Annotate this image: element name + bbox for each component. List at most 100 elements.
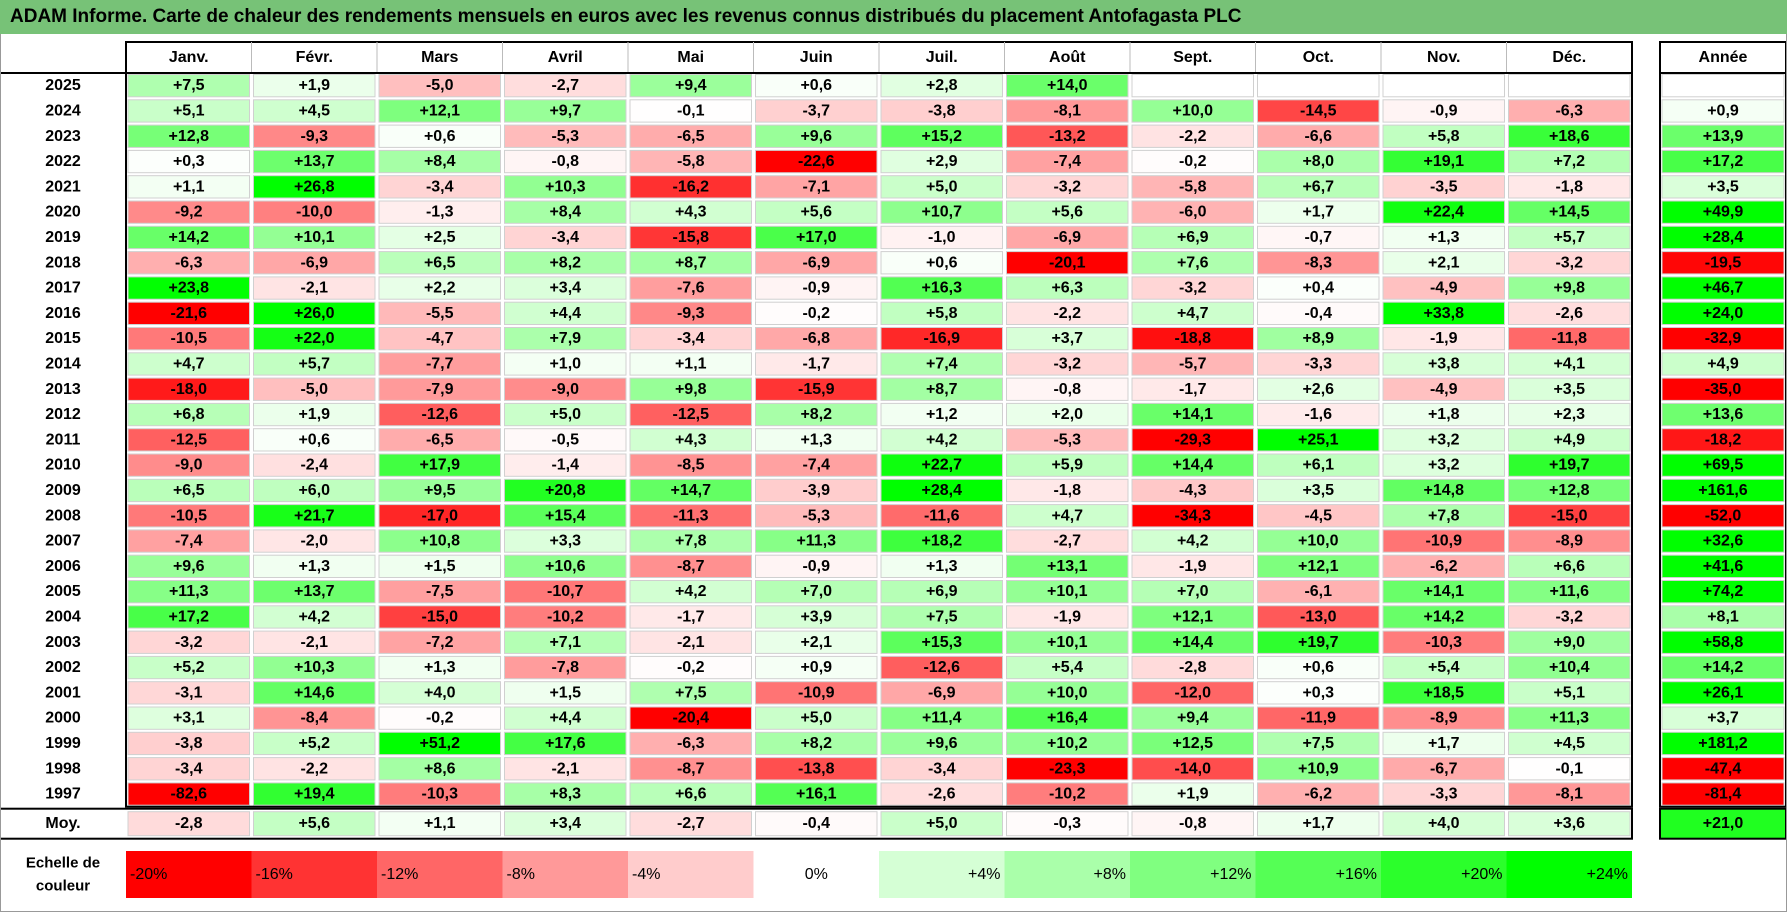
heatmap-cell-value: -0,2 <box>1179 153 1207 170</box>
heatmap-cell-value: -0,1 <box>1555 760 1583 777</box>
heatmap-cell <box>1508 149 1631 174</box>
heatmap-cell-value: -3,4 <box>928 760 956 777</box>
heatmap-cell <box>504 757 627 781</box>
heatmap-cell <box>127 580 250 604</box>
heatmap-cell-value: +14,1 <box>1424 583 1465 600</box>
scale-swatch <box>753 851 879 898</box>
average-cell-value: -2,8 <box>175 815 203 832</box>
heatmap-cell <box>1006 301 1129 326</box>
heatmap-cell-value: -5,3 <box>551 128 579 145</box>
scale-step-label: -20% <box>130 866 167 883</box>
heatmap-cell-value: -6,6 <box>1304 128 1332 145</box>
average-cell-value: +3,4 <box>549 815 581 832</box>
heatmap-cell <box>253 149 376 174</box>
heatmap-cell-value: -9,0 <box>551 381 579 398</box>
heatmap-cell-value: +4,7 <box>1051 507 1083 524</box>
heatmap-cell <box>1508 630 1631 654</box>
annual-cell-value: +69,5 <box>1703 457 1744 474</box>
heatmap-cell <box>1508 301 1631 326</box>
heatmap-cell-value: +33,8 <box>1424 305 1465 322</box>
heatmap-cell <box>1508 453 1631 477</box>
heatmap-cell <box>1131 428 1254 452</box>
scale-step-label: +8% <box>1094 866 1126 883</box>
heatmap-cell <box>504 504 627 528</box>
month-header-5: Mai <box>677 49 704 66</box>
heatmap-cell-value: +6,8 <box>173 406 205 423</box>
heatmap-cell <box>504 377 627 401</box>
heatmap-cell <box>253 352 376 376</box>
annual-cell <box>1661 529 1785 553</box>
heatmap-cell-value: -6,3 <box>677 735 705 752</box>
heatmap-cell <box>755 554 878 579</box>
heatmap-cell-value: -16,2 <box>673 178 710 195</box>
heatmap-cell <box>1382 124 1505 148</box>
heatmap-cell-value: -0,8 <box>1053 381 1081 398</box>
heatmap-cell-value: +16,3 <box>922 280 963 297</box>
scale-swatch <box>502 851 628 898</box>
heatmap-cell <box>253 681 376 705</box>
heatmap-cell-value: +5,0 <box>549 406 581 423</box>
annual-cell-value: +8,1 <box>1707 608 1739 625</box>
heatmap-cell <box>1257 681 1380 705</box>
average-cell <box>253 811 376 837</box>
heatmap-cell <box>253 529 376 553</box>
heatmap-cell <box>1508 478 1631 503</box>
heatmap-cell-value: +4,5 <box>1553 735 1585 752</box>
heatmap-cell-value: +1,3 <box>298 558 330 575</box>
heatmap-cell-value: +9,6 <box>926 735 958 752</box>
heatmap-cell-value: +2,5 <box>424 229 456 246</box>
heatmap-cell <box>1257 352 1380 376</box>
heatmap-cell <box>629 630 752 654</box>
average-cell-value: -0,3 <box>1053 815 1081 832</box>
heatmap-cell-value: +3,5 <box>1553 381 1585 398</box>
heatmap-cell-value: +10,4 <box>1549 659 1590 676</box>
heatmap-cell-value: +22,7 <box>922 457 963 474</box>
heatmap-cell <box>755 225 878 250</box>
year-label: 2024 <box>45 102 81 119</box>
heatmap-cell-value: -1,7 <box>1179 381 1207 398</box>
year-label: 2012 <box>45 406 81 423</box>
heatmap-cell-value: +6,1 <box>1302 457 1334 474</box>
heatmap-cell-value: -10,7 <box>547 583 584 600</box>
heatmap-cell-value: +9,0 <box>1553 634 1585 651</box>
heatmap-cell-value: +7,2 <box>1553 153 1585 170</box>
heatmap-cell <box>1006 630 1129 654</box>
heatmap-cell-value: +0,6 <box>926 254 958 271</box>
scale-swatch <box>377 851 503 898</box>
annual-cell-value: +46,7 <box>1703 280 1744 297</box>
heatmap-cell <box>1257 554 1380 579</box>
heatmap-cell <box>378 757 501 781</box>
scale-swatch <box>251 851 377 898</box>
heatmap-cell-value: +9,7 <box>549 102 581 119</box>
heatmap-cell-value: +0,6 <box>800 77 832 94</box>
scale-label-line1: Echelle de <box>26 855 100 872</box>
average-cell <box>755 811 878 837</box>
heatmap-cell-value: -16,9 <box>924 330 961 347</box>
heatmap-cell-value: -7,4 <box>1053 153 1081 170</box>
heatmap-cell-value: +26,8 <box>294 178 335 195</box>
heatmap-cell-value: +1,2 <box>926 406 958 423</box>
month-header-2: Févr. <box>296 49 333 66</box>
heatmap-cell-value: -2,2 <box>300 760 328 777</box>
heatmap-cell <box>253 630 376 654</box>
annual-cell <box>1661 782 1785 806</box>
heatmap-cell-value: -2,1 <box>677 634 705 651</box>
heatmap-cell-value: +17,6 <box>545 735 586 752</box>
heatmap-cell-value: +14,4 <box>1173 457 1214 474</box>
heatmap-cell-value: +19,7 <box>1549 457 1590 474</box>
heatmap-cell-value: +7,6 <box>1177 254 1209 271</box>
heatmap-cell-value: +4,2 <box>675 583 707 600</box>
heatmap-cell-value: +25,1 <box>1298 431 1339 448</box>
heatmap-cell-value: +14,2 <box>1424 608 1465 625</box>
average-cell-value: +5,6 <box>298 815 330 832</box>
heatmap-cell <box>755 782 878 806</box>
heatmap-cell <box>127 630 250 654</box>
heatmap-cell-value: -0,1 <box>677 102 705 119</box>
heatmap-cell <box>378 478 501 503</box>
heatmap-cell <box>253 782 376 806</box>
year-label: 2017 <box>45 280 81 297</box>
heatmap-cell <box>504 301 627 326</box>
heatmap-cell-value: +13,1 <box>1047 558 1088 575</box>
annual-cell <box>1661 681 1785 705</box>
heatmap-cell <box>504 149 627 174</box>
